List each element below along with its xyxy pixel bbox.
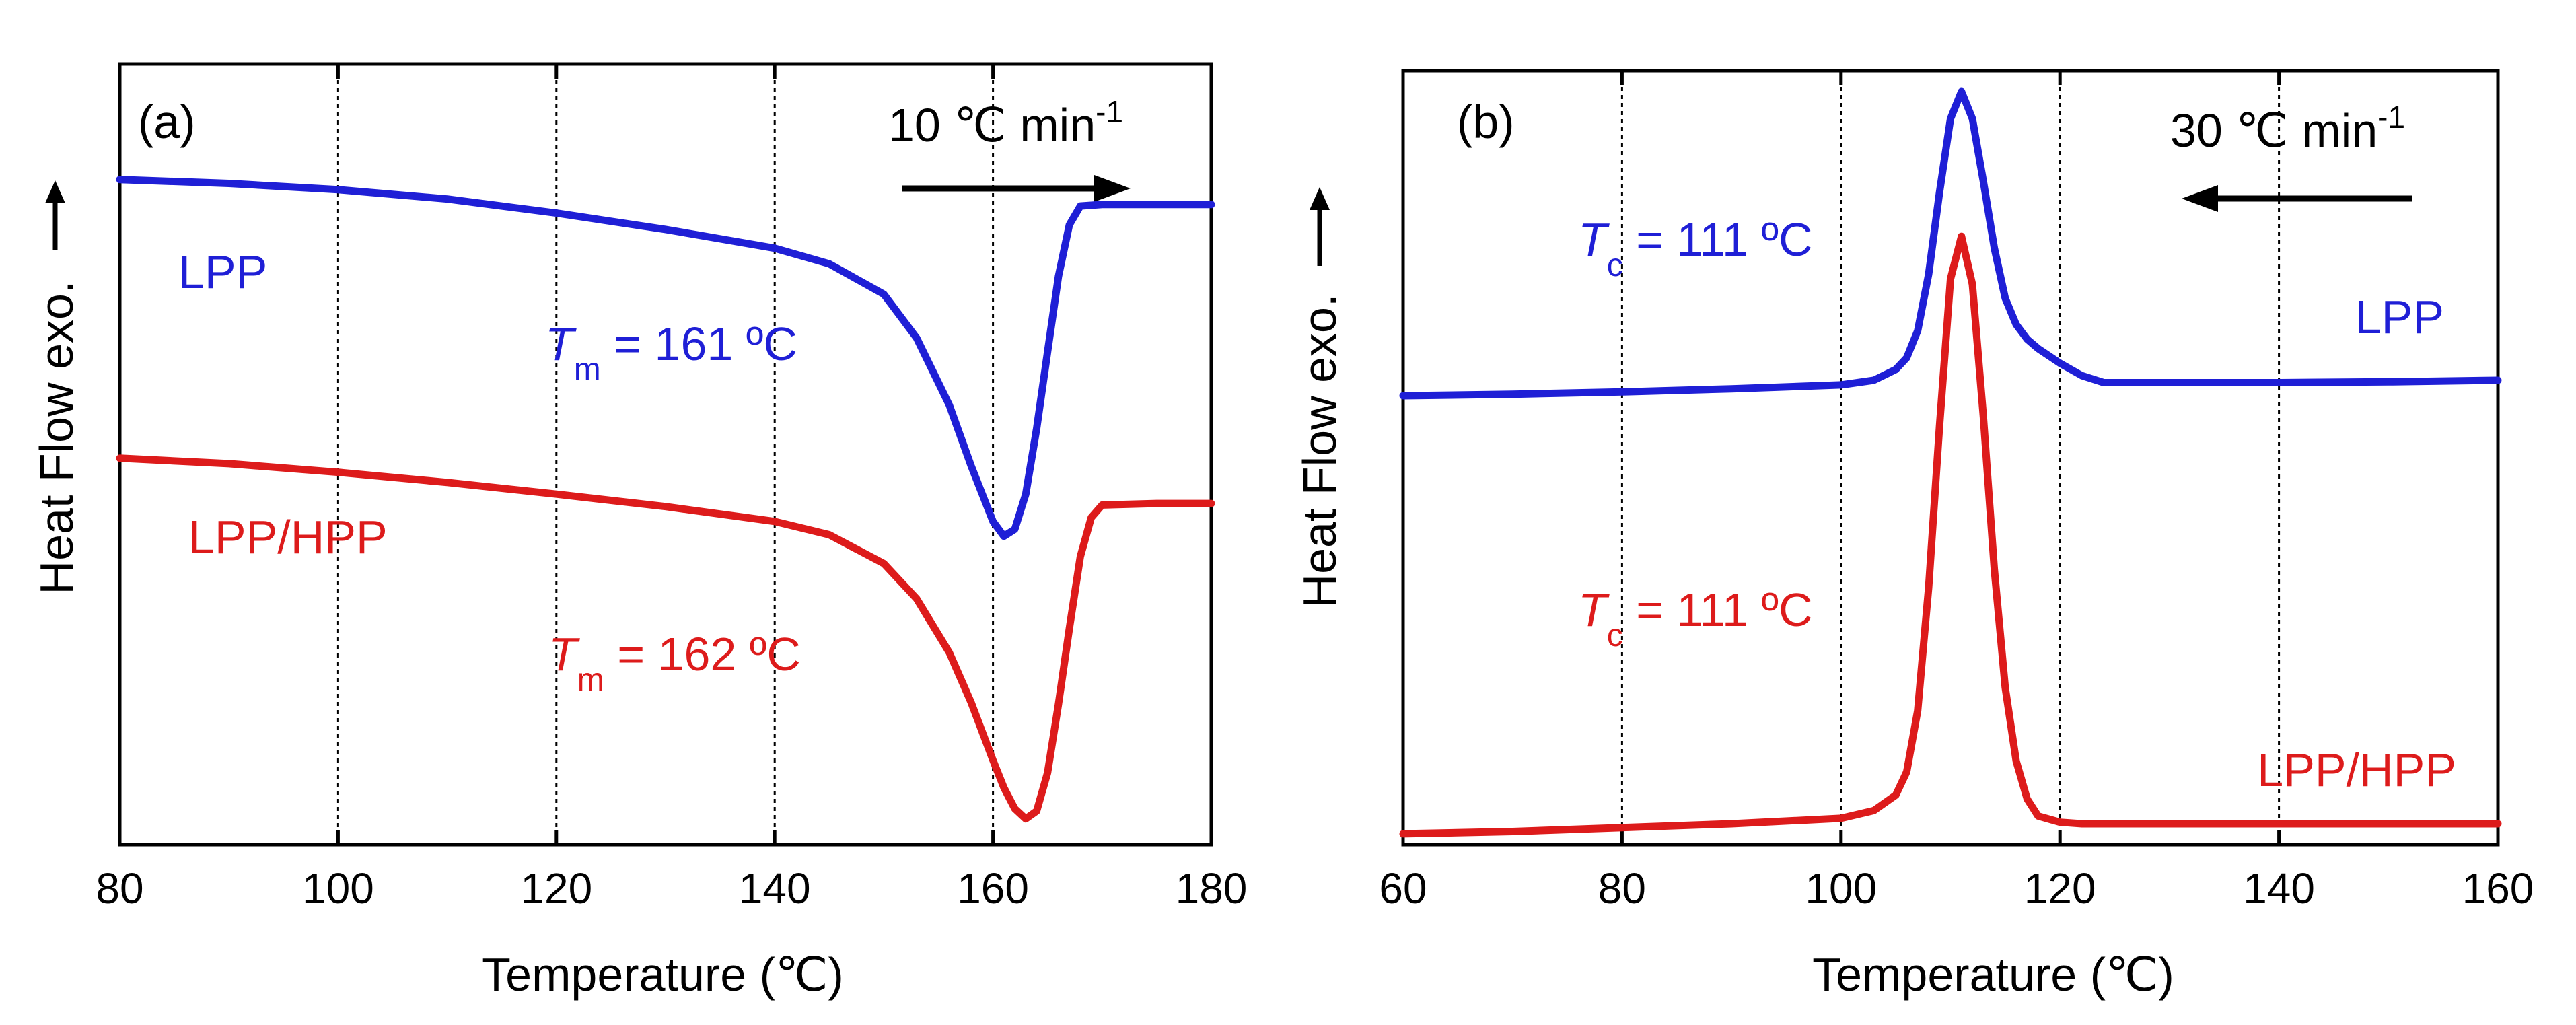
x-tick-label: 120 <box>2024 864 2096 913</box>
series-label: LPP <box>178 246 267 298</box>
y-axis-title: Heat Flow exo. <box>30 281 83 595</box>
panel-a: Heat Flow exo. (a) Temperature (℃) 10 ℃ … <box>30 62 1248 1001</box>
plot-frame <box>1401 69 2500 847</box>
series-label: LPP/HPP <box>2257 744 2456 796</box>
series-line-lpp <box>1399 87 2502 400</box>
panel-label: (b) <box>1457 96 1515 148</box>
x-tick-label: 80 <box>1598 864 1646 913</box>
rate-indicator: 10 ℃ min-1 <box>888 94 1131 202</box>
x-tick-label: 140 <box>2243 864 2315 913</box>
x-axis-title: Temperature (℃) <box>1812 948 2174 1001</box>
peak-temperature-annotation: Tc = 111 ºC <box>1578 213 1813 283</box>
x-tick-label: 160 <box>957 864 1029 913</box>
x-axis-title: Temperature (℃) <box>482 948 844 1001</box>
x-tick-label: 120 <box>520 864 592 913</box>
peak-temperature-annotation: Tc = 111 ºC <box>1578 584 1813 653</box>
y-axis-arrow-icon <box>45 180 65 250</box>
series-label: LPP/HPP <box>188 511 388 563</box>
series-line-lpp-hpp <box>1399 232 2502 838</box>
heating-rate-label: 10 ℃ min-1 <box>888 94 1123 151</box>
series-label: LPP <box>2355 291 2444 343</box>
x-tick-label: 100 <box>302 864 374 913</box>
rate-indicator: 30 ℃ min-1 <box>2170 100 2412 212</box>
panel-label: (a) <box>138 96 196 148</box>
plot-frame <box>118 62 1213 847</box>
x-tick-label: 180 <box>1176 864 1248 913</box>
x-tick-label: 140 <box>739 864 811 913</box>
y-axis-arrow-icon <box>1310 187 1330 266</box>
y-axis-title: Heat Flow exo. <box>1293 294 1346 608</box>
heating-direction-arrow-icon <box>902 175 1131 202</box>
panel-b: Heat Flow exo. (b) Temperature (℃) 30 ℃ … <box>1293 69 2534 1001</box>
x-tick-label: 80 <box>96 864 143 913</box>
peak-temperature-annotation: Tm = 162 ºC <box>548 628 801 698</box>
series-line-lpp <box>116 176 1215 540</box>
peak-temperature-annotation: Tm = 161 ºC <box>545 318 797 388</box>
cooling-direction-arrow-icon <box>2182 185 2412 212</box>
series-line-lpp-hpp <box>116 454 1215 823</box>
x-tick-label: 60 <box>1379 864 1427 913</box>
x-tick-label: 100 <box>1805 864 1877 913</box>
cooling-rate-label: 30 ℃ min-1 <box>2170 100 2405 157</box>
x-tick-label: 160 <box>2462 864 2534 913</box>
